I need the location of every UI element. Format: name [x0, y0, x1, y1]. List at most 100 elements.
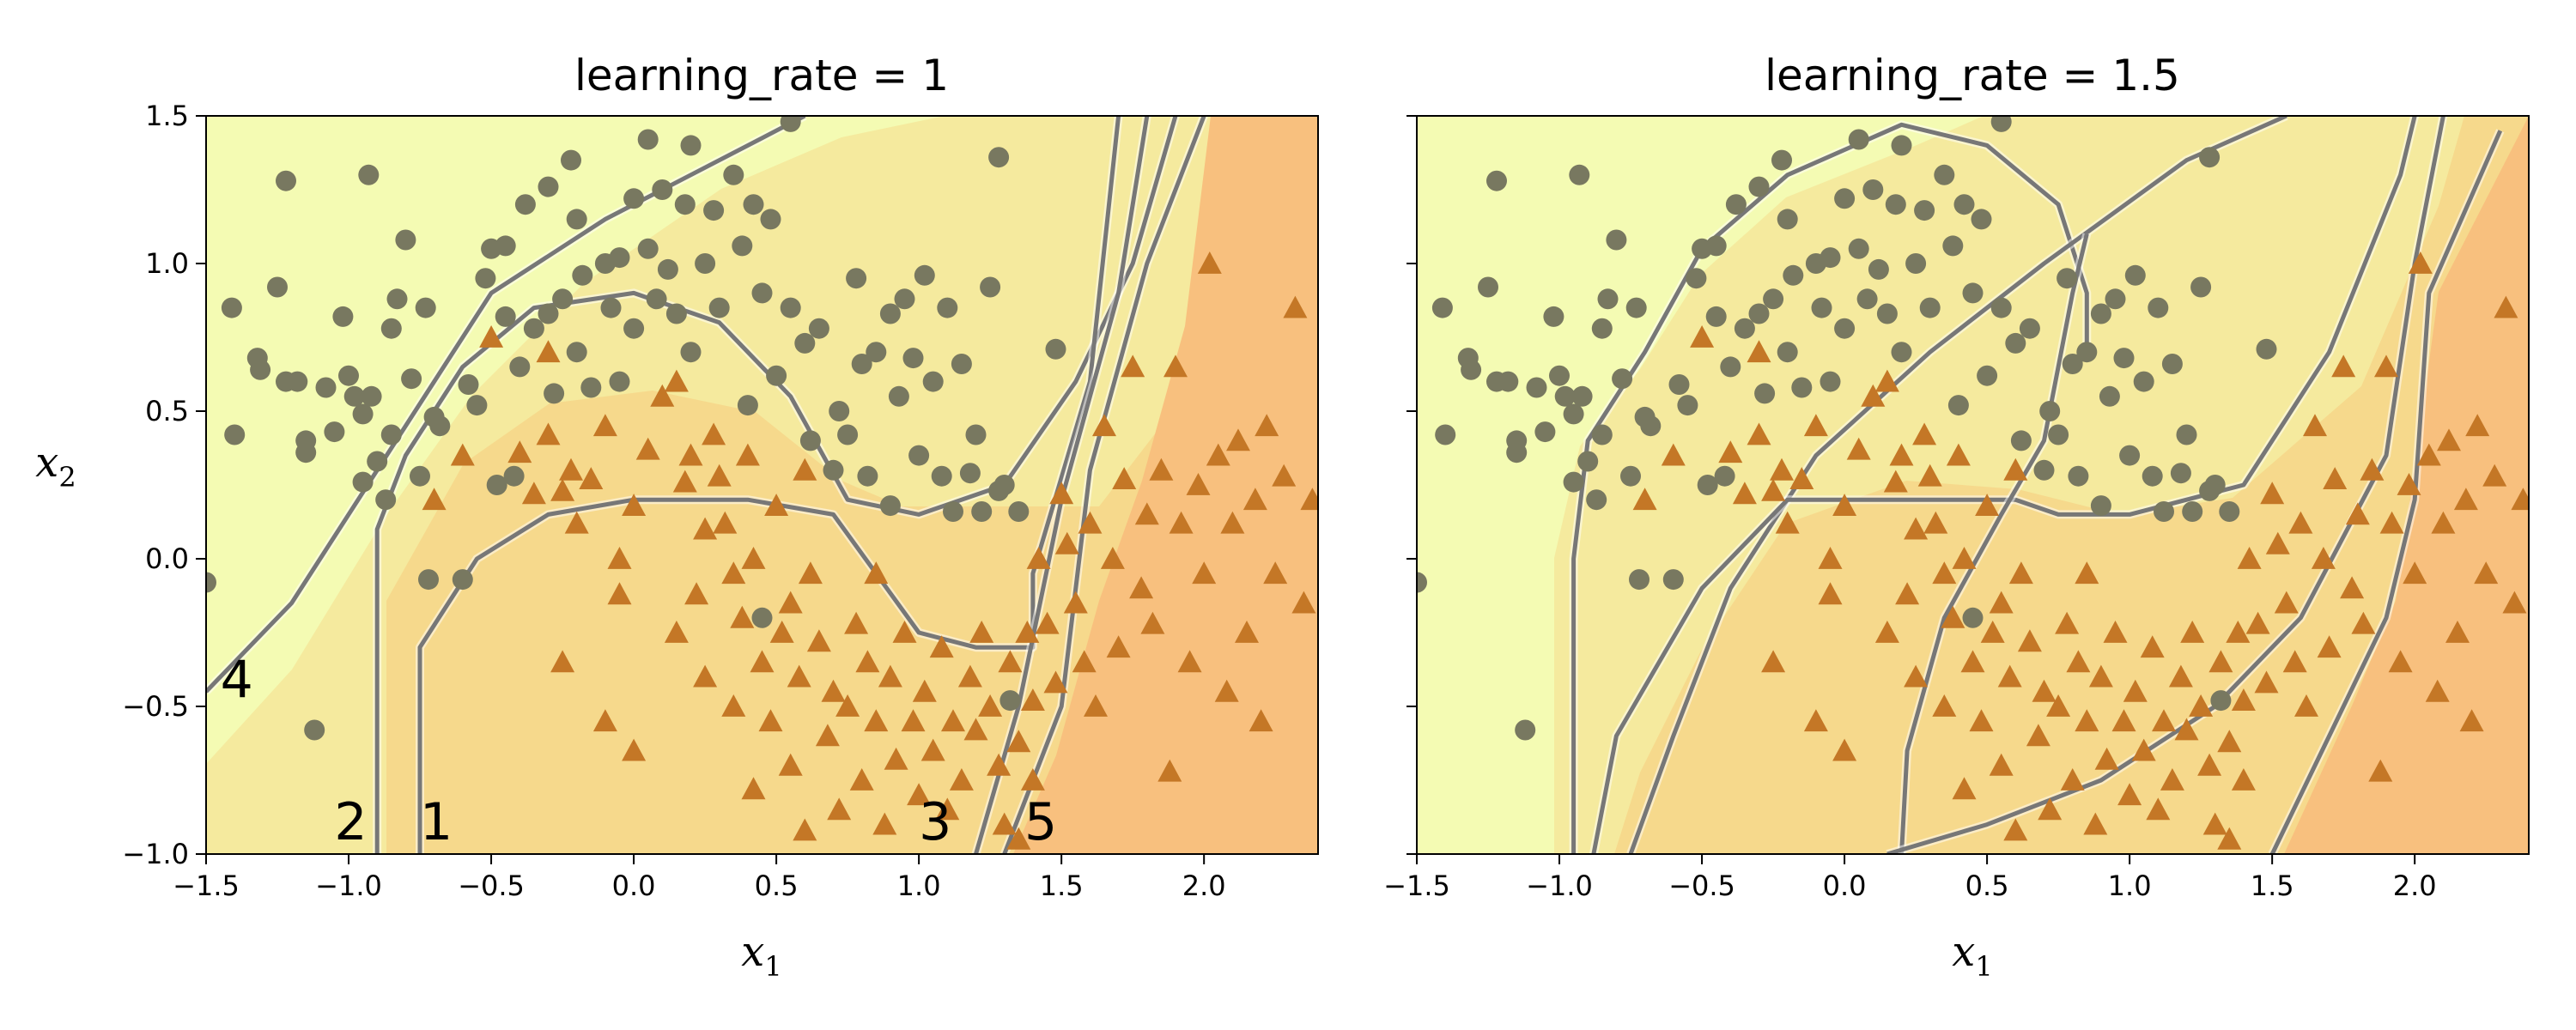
region-number-label: 2: [334, 792, 367, 852]
triangle-point: [2008, 561, 2033, 585]
circle-point: [566, 209, 587, 230]
triangle-point: [1020, 768, 1045, 791]
circle-point: [1891, 342, 1912, 363]
left-region-annotations: 4 2 1 3 5: [221, 651, 1058, 852]
circle-point: [566, 342, 587, 363]
circle-point: [1563, 471, 1584, 493]
circle-point: [1612, 368, 1633, 390]
circle-point: [600, 297, 622, 318]
triangle-point: [1803, 709, 1828, 732]
left-x-ticks: −1.5 −1.0 −0.5 0.0 0.5 1.0 1.5 2.0: [173, 854, 1226, 902]
triangle-point: [422, 488, 447, 511]
circle-point: [1763, 288, 1784, 310]
triangle-point: [1192, 561, 1217, 585]
circle-point: [879, 495, 901, 517]
triangle-point: [536, 340, 561, 363]
left-chart-title: learning_rate = 1: [574, 51, 949, 100]
circle-point: [224, 424, 246, 445]
x-tick-label: 1.0: [897, 869, 941, 902]
circle-point: [1947, 395, 1969, 416]
circle-point: [572, 264, 593, 286]
triangle-point: [793, 818, 817, 841]
circle-point: [2256, 338, 2277, 360]
circle-point: [1591, 424, 1613, 445]
circle-point: [324, 421, 345, 443]
circle-point: [680, 135, 702, 156]
circle-point: [1977, 365, 1998, 386]
triangle-point: [1997, 664, 2022, 688]
circle-point: [1515, 719, 1536, 741]
circle-point: [1720, 356, 1741, 378]
circle-point: [1725, 194, 1747, 215]
circle-point: [380, 318, 402, 339]
circle-point: [1697, 475, 1718, 495]
triangle-point: [1747, 422, 1771, 445]
triangle-point: [2453, 488, 2478, 511]
triangle-point: [2208, 650, 2233, 673]
triangle-point: [2465, 414, 2490, 437]
triangle-point: [2111, 709, 2136, 732]
circle-point: [1934, 164, 1955, 185]
triangle-point: [2197, 753, 2222, 776]
triangle-point: [693, 517, 718, 540]
triangle-point: [2032, 679, 2057, 702]
triangle-point: [1747, 340, 1771, 363]
circle-point: [609, 247, 630, 269]
x-tick-label: −1.0: [315, 869, 382, 902]
circle-point: [1506, 442, 1528, 464]
circle-point: [2190, 276, 2212, 298]
circle-point: [732, 235, 753, 257]
x-tick-label: 0.0: [1823, 869, 1867, 902]
triangle-point: [827, 797, 852, 821]
triangle-point: [2123, 679, 2148, 702]
x-tick-label: 1.0: [2108, 869, 2152, 902]
circle-point: [1417, 572, 1427, 593]
x-tick-label: 1.5: [1040, 869, 1084, 902]
circle-point: [352, 471, 374, 493]
circle-point: [2048, 424, 2069, 445]
triangle-point: [702, 422, 726, 445]
decision-boundary: [417, 116, 1121, 854]
circle-point: [1435, 424, 1456, 445]
circle-point: [1620, 465, 1641, 487]
circle-point: [708, 297, 730, 318]
triangle-point: [2494, 295, 2518, 318]
triangle-point: [1263, 561, 1288, 585]
triangle-point: [1789, 467, 1814, 489]
triangle-point: [778, 591, 803, 614]
triangle-point: [2425, 679, 2450, 702]
region-number-label: 1: [420, 792, 453, 852]
right-chart-panel: learning_rate = 1.5 −1.5 −1.0 −0.5 0.0 0.5 1.…: [1383, 51, 2530, 983]
circle-point: [1891, 135, 1912, 156]
right-plot-area: [1417, 116, 2529, 854]
circle-point: [1606, 229, 1627, 251]
triangle-point: [2046, 694, 2071, 717]
triangle-point: [2445, 621, 2470, 643]
triangle-point: [1112, 467, 1137, 489]
circle-point: [2161, 354, 2183, 374]
circle-point: [2113, 348, 2135, 369]
circle-point: [857, 465, 878, 487]
circle-point: [808, 318, 829, 339]
circle-point: [1714, 465, 1735, 487]
triangle-point: [650, 384, 675, 407]
triangle-point: [2437, 428, 2461, 451]
triangle-point: [920, 738, 945, 761]
triangle-point: [2003, 457, 2028, 481]
circle-point: [1905, 253, 1927, 274]
circle-point: [794, 332, 816, 354]
triangle-point: [2003, 818, 2028, 841]
triangle-point: [2038, 797, 2063, 821]
y-tick-label: 0.5: [145, 395, 189, 427]
triangle-point: [2403, 561, 2427, 585]
triangle-point: [1989, 753, 2014, 776]
circle-point: [1498, 371, 1519, 392]
circle-point: [657, 258, 678, 280]
triangle-point: [2094, 747, 2119, 770]
triangle-point: [1140, 611, 1165, 634]
circle-point: [2199, 147, 2221, 168]
circle-point: [523, 318, 544, 339]
triangle-point: [1006, 827, 1031, 850]
circle-point: [401, 368, 422, 390]
circle-point: [674, 194, 696, 215]
